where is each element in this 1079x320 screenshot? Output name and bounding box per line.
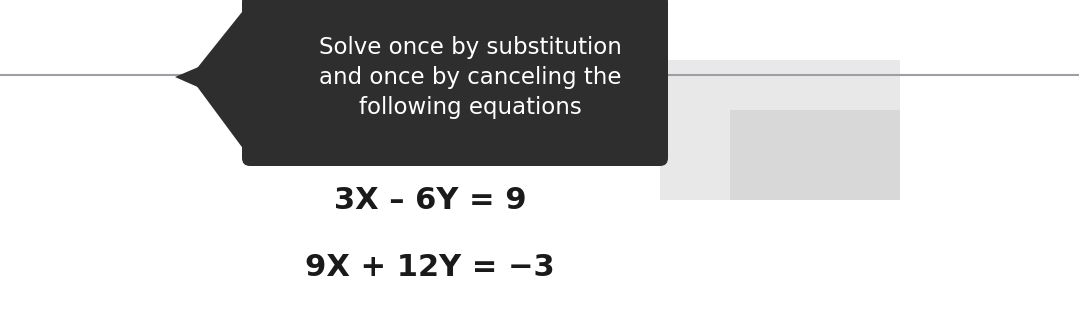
Polygon shape — [190, 2, 660, 158]
FancyBboxPatch shape — [242, 0, 668, 166]
FancyBboxPatch shape — [730, 110, 900, 200]
Text: and once by canceling the: and once by canceling the — [318, 66, 622, 89]
Text: 9X + 12Y = −3: 9X + 12Y = −3 — [305, 253, 555, 283]
Text: Solve once by substitution: Solve once by substitution — [318, 36, 622, 59]
Text: 3X – 6Y = 9: 3X – 6Y = 9 — [333, 186, 527, 214]
Polygon shape — [175, 45, 250, 110]
FancyBboxPatch shape — [660, 60, 900, 200]
Text: following equations: following equations — [358, 95, 582, 118]
